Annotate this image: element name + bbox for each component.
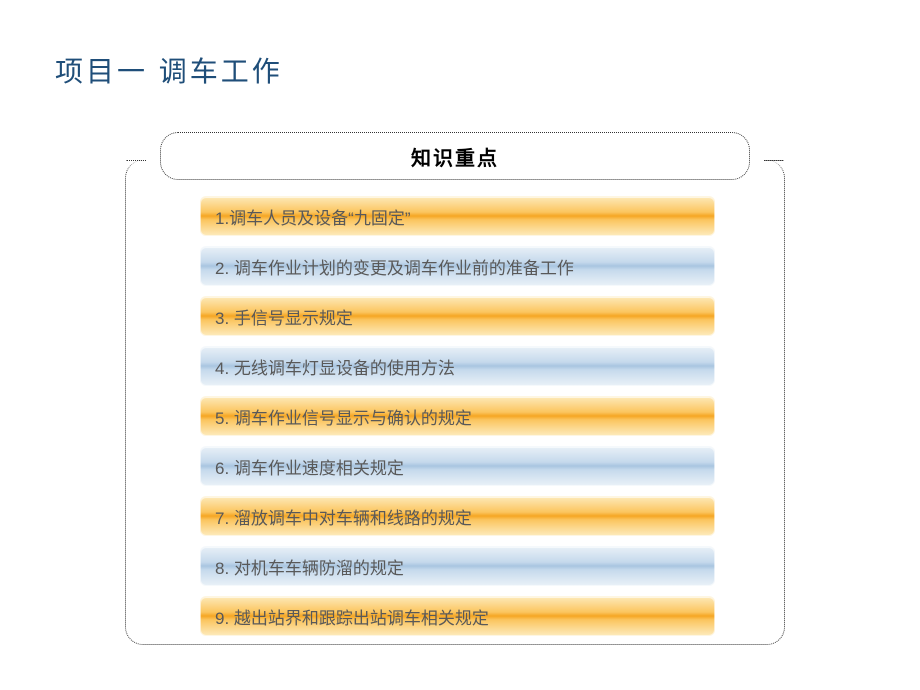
list-item: 7. 溜放调车中对车辆和线路的规定 <box>200 496 715 536</box>
header-text: 知识重点 <box>411 142 499 171</box>
list-item: 5. 调车作业信号显示与确认的规定 <box>200 396 715 436</box>
item-label: 5. 调车作业信号显示与确认的规定 <box>215 404 472 429</box>
item-label: 1.调车人员及设备“九固定” <box>215 204 411 229</box>
item-label: 6. 调车作业速度相关规定 <box>215 454 404 479</box>
item-label: 2. 调车作业计划的变更及调车作业前的准备工作 <box>215 254 574 279</box>
list-item: 3. 手信号显示规定 <box>200 296 715 336</box>
item-label: 8. 对机车车辆防溜的规定 <box>215 554 404 579</box>
page-title: 项目一 调车工作 <box>55 50 283 90</box>
item-label: 7. 溜放调车中对车辆和线路的规定 <box>215 504 472 529</box>
list-item: 8. 对机车车辆防溜的规定 <box>200 546 715 586</box>
list-item: 6. 调车作业速度相关规定 <box>200 446 715 486</box>
list-item: 4. 无线调车灯显设备的使用方法 <box>200 346 715 386</box>
item-label: 9. 越出站界和跟踪出站调车相关规定 <box>215 604 489 629</box>
list-item: 2. 调车作业计划的变更及调车作业前的准备工作 <box>200 246 715 286</box>
item-label: 3. 手信号显示规定 <box>215 304 353 329</box>
item-label: 4. 无线调车灯显设备的使用方法 <box>215 354 455 379</box>
items-container: 1.调车人员及设备“九固定” 2. 调车作业计划的变更及调车作业前的准备工作 3… <box>200 196 715 646</box>
list-item: 9. 越出站界和跟踪出站调车相关规定 <box>200 596 715 636</box>
list-item: 1.调车人员及设备“九固定” <box>200 196 715 236</box>
header-box: 知识重点 <box>160 132 750 180</box>
